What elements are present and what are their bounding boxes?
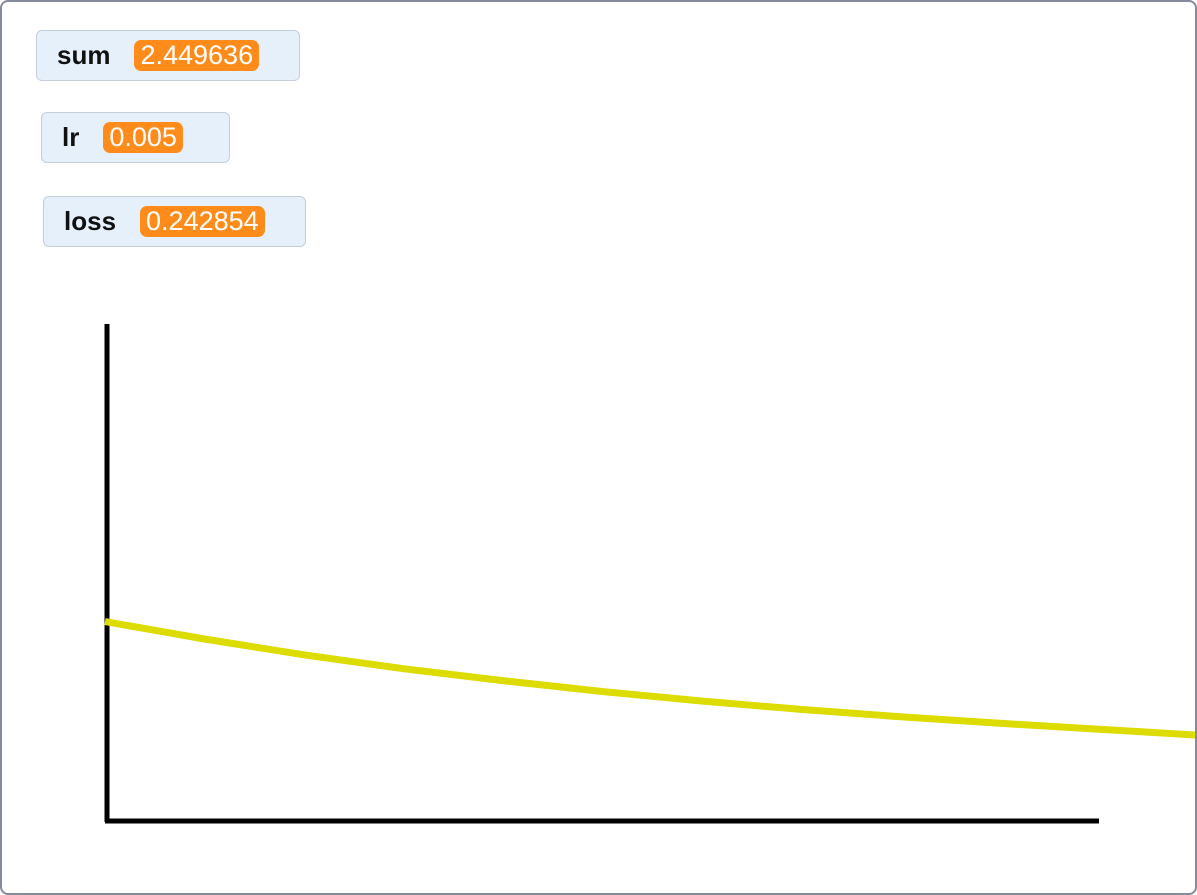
- series-line-0: [104, 618, 1195, 739]
- lr-value: 0.005: [103, 122, 183, 153]
- chart-series: [104, 618, 1195, 739]
- loss-value: 0.242854: [140, 206, 265, 237]
- sum-value: 2.449636: [134, 40, 260, 71]
- loss-label: loss: [64, 206, 117, 236]
- loss-variable-monitor[interactable]: loss 0.242854: [43, 196, 306, 247]
- lr-variable-monitor[interactable]: lr 0.005: [41, 112, 230, 163]
- sum-label: sum: [57, 40, 111, 70]
- lr-label: lr: [62, 122, 80, 152]
- chart-axes: [104, 324, 1099, 824]
- sum-variable-monitor[interactable]: sum 2.449636: [36, 30, 300, 81]
